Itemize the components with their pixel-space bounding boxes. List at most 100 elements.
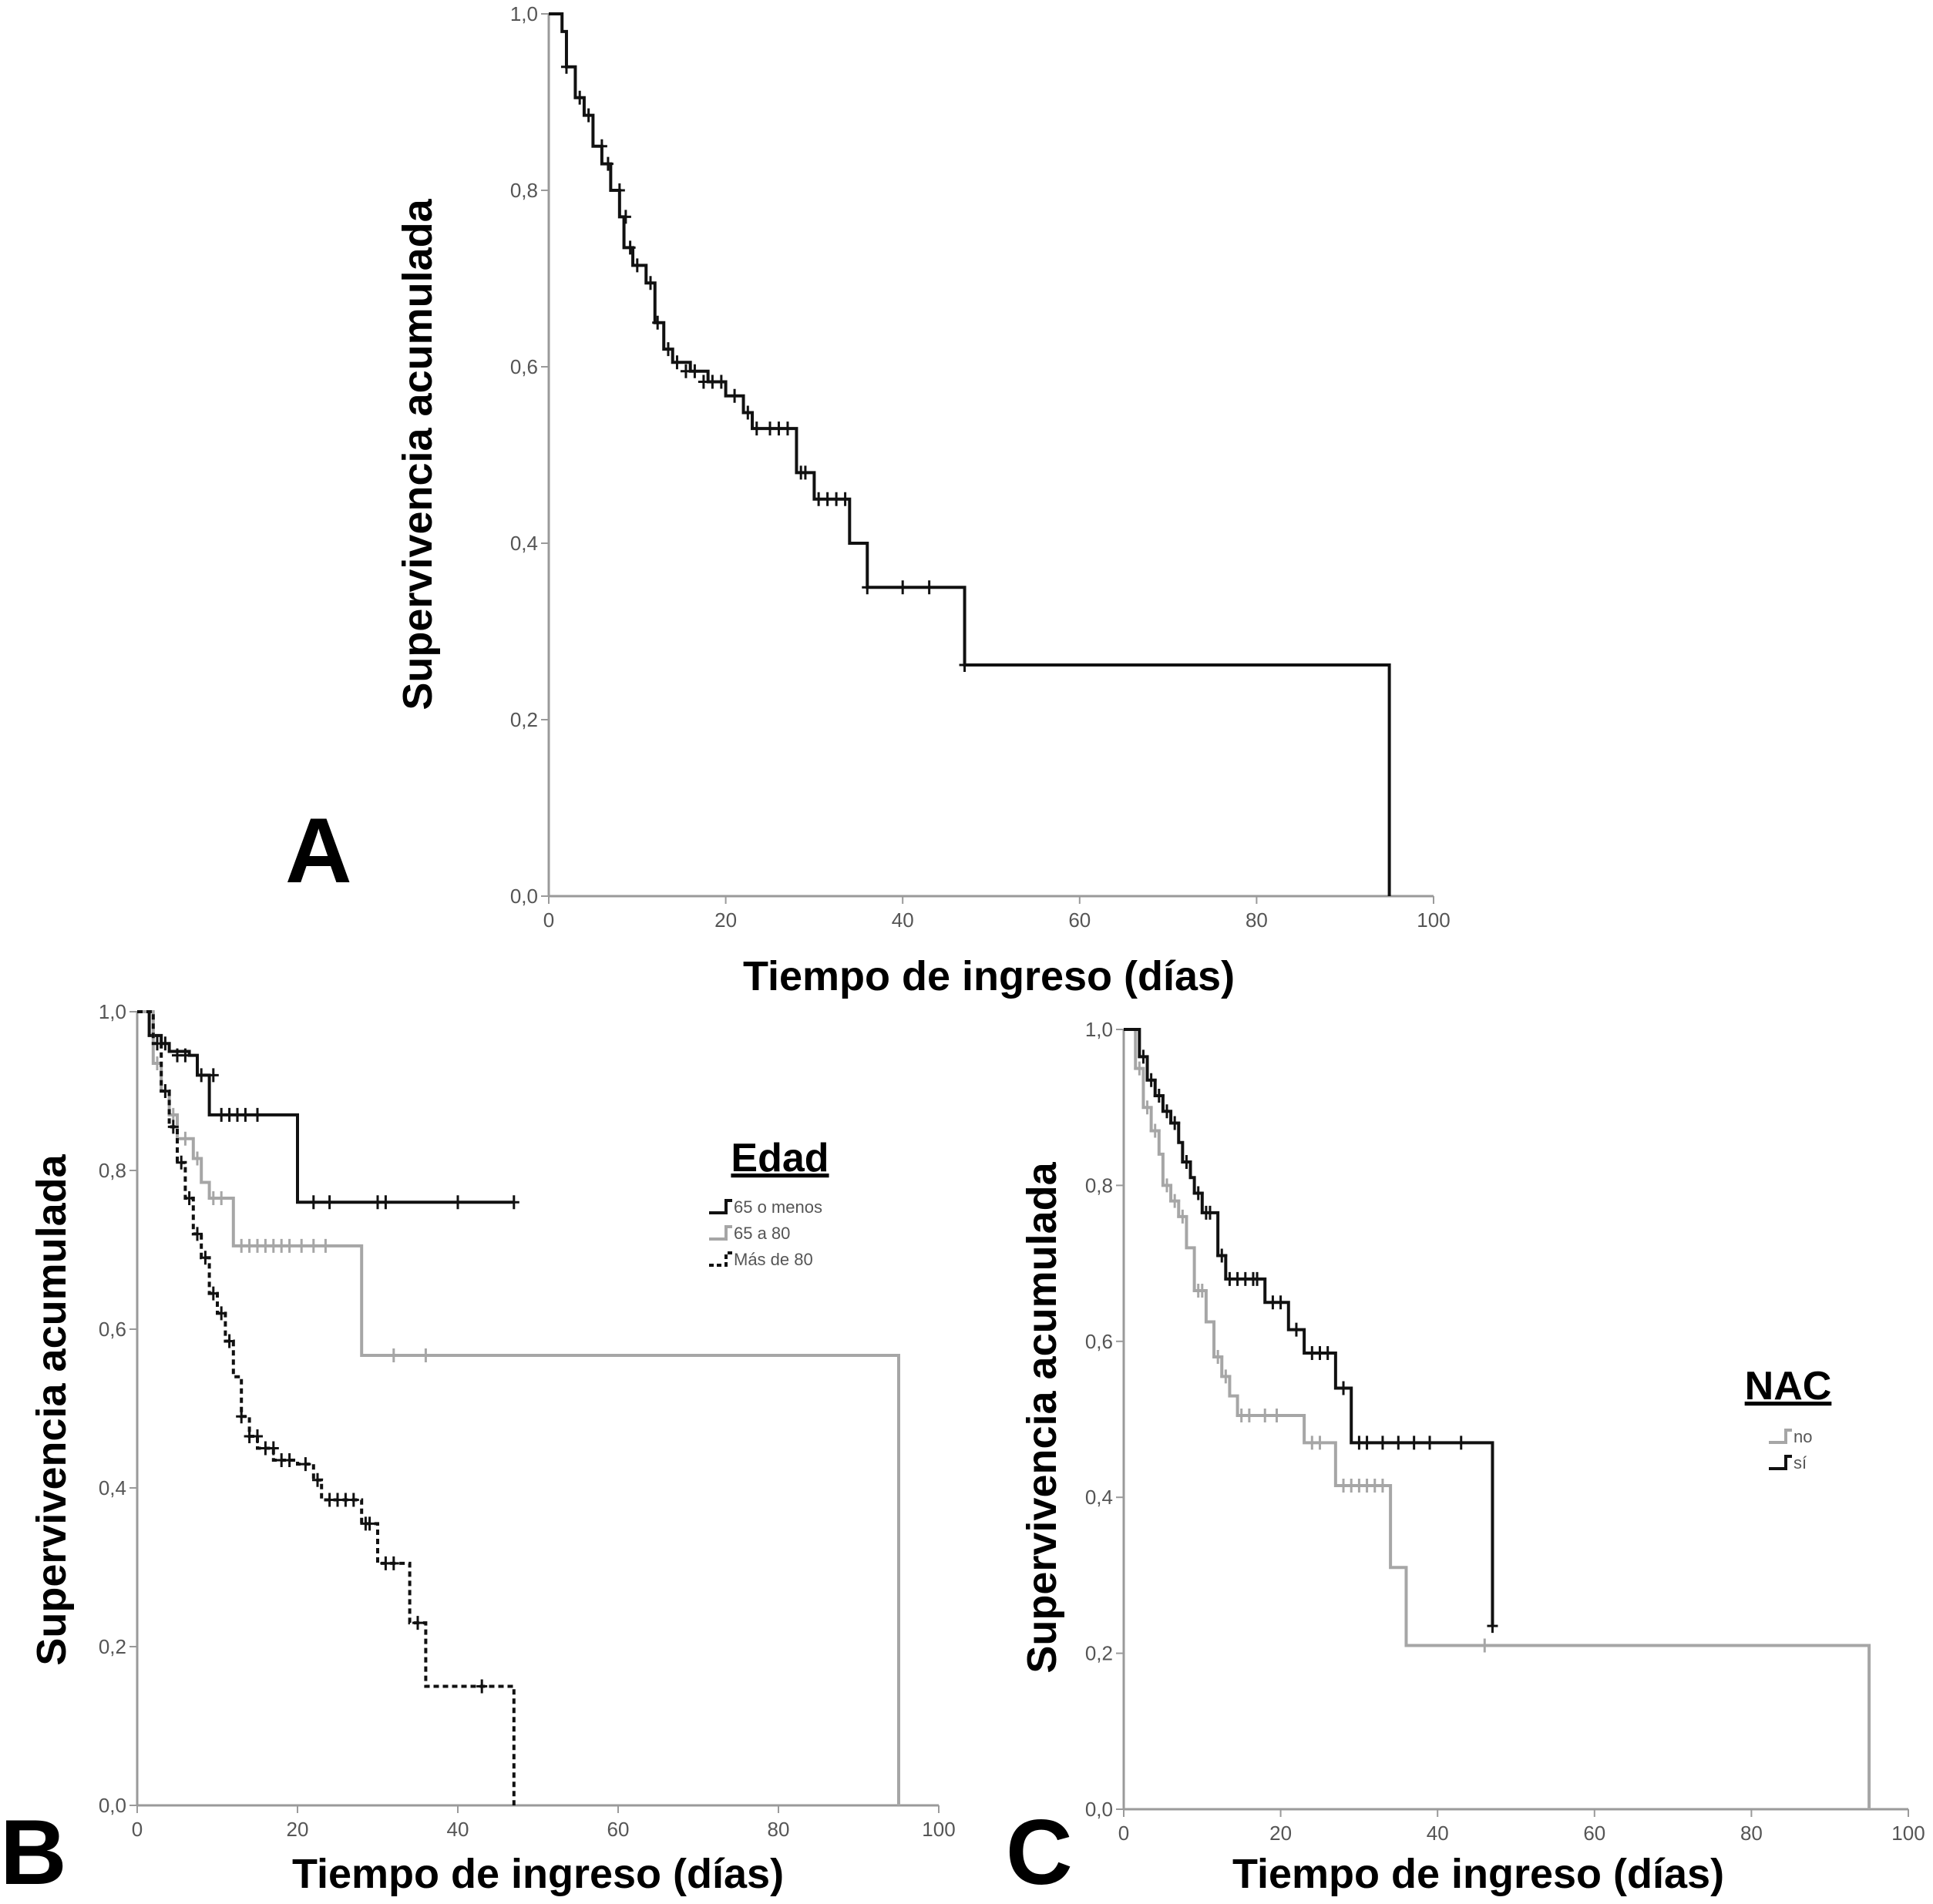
censor-mark-b-1 xyxy=(308,1238,319,1253)
censor-mark-a-0 xyxy=(689,364,701,378)
censor-mark-b-2 xyxy=(160,1084,171,1098)
censor-mark-a-0 xyxy=(923,580,935,595)
chart-panel-b: 0 20 40 60 80 100 0,0 0,2 0,4 0,6 0,8 1,0 Tiempo de … xyxy=(29,1000,956,1897)
censor-mark-c-1 xyxy=(1377,1436,1388,1450)
censor-mark-c-0 xyxy=(1169,1194,1181,1208)
censor-mark-a-0 xyxy=(959,658,970,673)
censor-mark-c-0 xyxy=(1271,1408,1283,1422)
y-tick-label-b: 1,0 xyxy=(99,1000,126,1023)
censor-mark-c-1 xyxy=(1361,1436,1373,1450)
censor-mark-c-1 xyxy=(1169,1116,1181,1130)
censor-mark-c-1 xyxy=(1424,1436,1436,1450)
censor-mark-b-0 xyxy=(196,1068,207,1083)
x-tick-label-a: 100 xyxy=(1417,908,1450,932)
censor-mark-b-0 xyxy=(452,1195,463,1210)
x-tick-label-a: 0 xyxy=(543,908,554,932)
censor-mark-a-0 xyxy=(631,258,643,273)
x-tick-label-c: 20 xyxy=(1269,1822,1292,1845)
legend-label-b-2: Más de 80 xyxy=(734,1250,813,1269)
x-tick-label-b: 80 xyxy=(768,1818,790,1841)
censor-mark-b-1 xyxy=(167,1107,179,1122)
x-tick-label-a: 20 xyxy=(714,908,737,932)
censor-mark-c-1 xyxy=(1192,1186,1204,1200)
censor-mark-c-1 xyxy=(1161,1104,1172,1119)
censor-mark-b-1 xyxy=(216,1191,227,1206)
x-axis-title-b: Tiempo de ingreso (días) xyxy=(292,1851,784,1897)
censor-mark-c-0 xyxy=(1220,1369,1232,1384)
censor-mark-c-0 xyxy=(1141,1100,1153,1115)
censor-mark-c-0 xyxy=(1149,1123,1161,1138)
censor-mark-b-0 xyxy=(252,1107,263,1122)
y-tick-label-a: 0,2 xyxy=(510,708,538,731)
censor-mark-a-0 xyxy=(862,580,873,595)
censor-mark-b-2 xyxy=(267,1441,279,1456)
legend-title-b: Edad xyxy=(731,1136,829,1180)
panel-letter-b: B xyxy=(0,1801,67,1904)
censor-mark-a-0 xyxy=(652,315,664,330)
panel-letter-c: C xyxy=(1006,1801,1073,1904)
censor-mark-c-1 xyxy=(1252,1271,1263,1286)
y-tick-label-b: 0,2 xyxy=(99,1635,126,1658)
legend-swatch-b-2 xyxy=(709,1251,732,1267)
censor-mark-a-0 xyxy=(560,59,572,74)
censor-mark-a-0 xyxy=(715,374,727,389)
chart-panel-a: 0 20 40 60 80 100 0,0 0,2 0,4 0,6 0,8 1,0 Tiempo de … xyxy=(395,2,1451,999)
censor-mark-c-1 xyxy=(1455,1436,1467,1450)
censor-mark-a-0 xyxy=(614,183,625,197)
censor-mark-a-0 xyxy=(645,276,657,290)
censor-mark-a-0 xyxy=(839,492,851,506)
censor-mark-c-0 xyxy=(1314,1436,1326,1450)
censor-mark-b-2 xyxy=(200,1251,211,1265)
censor-mark-b-1 xyxy=(180,1131,191,1146)
censor-mark-b-1 xyxy=(192,1151,203,1166)
censor-mark-c-0 xyxy=(1134,1061,1145,1076)
censor-mark-b-1 xyxy=(296,1238,308,1253)
y-axis-title-b: Supervivencia acumulada xyxy=(29,1153,75,1665)
legend-swatch-b-0 xyxy=(709,1199,732,1214)
y-tick-label-a: 0,6 xyxy=(510,355,538,378)
y-tick-label-c: 0,6 xyxy=(1085,1330,1113,1353)
censor-mark-a-0 xyxy=(751,421,762,436)
x-tick-label-c: 100 xyxy=(1891,1822,1925,1845)
x-tick-label-a: 60 xyxy=(1068,908,1091,932)
censor-mark-b-2 xyxy=(364,1516,375,1531)
censor-mark-c-1 xyxy=(1181,1155,1192,1170)
series-line-b-0 xyxy=(137,1010,514,1204)
x-tick-label-b: 0 xyxy=(132,1818,143,1841)
censor-mark-c-1 xyxy=(1408,1436,1420,1450)
legend-label-b-0: 65 o menos xyxy=(734,1197,822,1217)
censor-mark-b-2 xyxy=(476,1679,488,1694)
chart-panel-c: 0 20 40 60 80 100 0,0 0,2 0,4 0,6 0,8 1,0 Tiempo de … xyxy=(1019,1018,1925,1897)
censor-mark-c-1 xyxy=(1216,1248,1228,1263)
x-tick-label-b: 20 xyxy=(287,1818,309,1841)
y-tick-label-b: 0,4 xyxy=(99,1476,126,1499)
legend-b: Edad 65 o menos 65 a 80 Más de 80 xyxy=(709,1136,829,1269)
y-tick-label-c: 0,4 xyxy=(1085,1486,1113,1509)
censor-mark-b-2 xyxy=(152,1036,163,1051)
y-tick-label-a: 0,0 xyxy=(510,885,538,908)
censor-mark-b-1 xyxy=(320,1238,331,1253)
censor-mark-c-0 xyxy=(1212,1350,1224,1365)
legend-swatch-b-1 xyxy=(709,1225,732,1241)
censor-mark-c-0 xyxy=(1177,1209,1188,1224)
censor-mark-b-0 xyxy=(240,1107,251,1122)
censor-mark-c-1 xyxy=(1290,1322,1302,1337)
y-tick-label-c: 0,2 xyxy=(1085,1642,1113,1665)
y-tick-label-a: 0,8 xyxy=(510,179,538,202)
censor-mark-c-1 xyxy=(1393,1436,1404,1450)
y-axis-title-c: Supervivencia acumulada xyxy=(1019,1161,1065,1673)
censor-mark-b-1 xyxy=(420,1348,432,1362)
censor-mark-b-0 xyxy=(180,1048,191,1063)
censor-mark-a-0 xyxy=(729,388,741,403)
censor-mark-a-0 xyxy=(620,210,631,224)
censor-mark-c-1 xyxy=(1153,1089,1165,1103)
y-tick-label-b: 0,8 xyxy=(99,1159,126,1182)
censor-mark-b-0 xyxy=(508,1195,519,1210)
censor-mark-b-2 xyxy=(236,1409,247,1424)
censor-mark-c-1 xyxy=(1204,1205,1215,1220)
censor-mark-b-1 xyxy=(388,1348,399,1362)
x-tick-label-c: 80 xyxy=(1740,1822,1763,1845)
y-tick-label-a: 0,4 xyxy=(510,532,538,555)
censor-mark-a-0 xyxy=(596,139,607,153)
x-tick-label-c: 60 xyxy=(1583,1822,1605,1845)
